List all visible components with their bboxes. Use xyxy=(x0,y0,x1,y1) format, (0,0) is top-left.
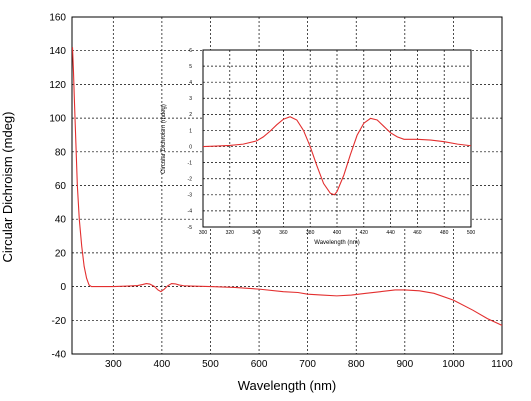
inset-y-tick-label: -4 xyxy=(188,209,193,215)
inset-y-tick-label: -5 xyxy=(188,225,193,231)
inset-y-tick-label: 4 xyxy=(189,80,192,86)
main-y-tick-label: 20 xyxy=(55,248,67,259)
main-x-tick-label: 1100 xyxy=(491,359,513,370)
main-y-tick-label: -20 xyxy=(52,316,67,327)
inset-x-tick-label: 300 xyxy=(199,230,208,236)
main-y-tick-label: -40 xyxy=(52,350,67,361)
main-x-tick-label: 800 xyxy=(348,359,365,370)
inset-x-tick-label: 340 xyxy=(252,230,261,236)
main-y-tick-label: 60 xyxy=(55,181,67,192)
inset-y-tick-label: 2 xyxy=(189,112,192,118)
main-y-tick-label: 80 xyxy=(55,147,67,158)
inset-y-tick-label: 6 xyxy=(189,48,192,54)
inset-x-tick-label: 480 xyxy=(440,230,449,236)
main-x-tick-label: 300 xyxy=(105,359,122,370)
inset-x-tick-label: 400 xyxy=(333,230,342,236)
inset-y-tick-label: -2 xyxy=(188,177,193,183)
inset-tick-labels: 300 320 340 360 380 400 420 440 460 480 500-5-4-3-… xyxy=(188,48,476,236)
inset-grid xyxy=(203,50,471,227)
inset-x-tick-label: 360 xyxy=(279,230,288,236)
inset-x-axis-title: Wavelength (nm) xyxy=(314,240,359,246)
inset-x-tick-label: 500 xyxy=(467,230,476,236)
main-y-tick-label: 140 xyxy=(49,46,66,57)
inset-series-line xyxy=(202,116,472,196)
inset-y-tick-label: 1 xyxy=(189,128,192,134)
main-x-tick-label: 1000 xyxy=(442,359,465,370)
inset-x-tick-label: 440 xyxy=(386,230,395,236)
main-x-tick-label: 500 xyxy=(202,359,219,370)
main-x-tick-label: 400 xyxy=(154,359,171,370)
inset-y-axis-title: Circular Dichroism (mdeg) xyxy=(161,104,167,174)
inset-y-tick-label: 0 xyxy=(189,144,192,150)
main-y-tick-label: 40 xyxy=(55,215,67,226)
inset-x-tick-label: 460 xyxy=(413,230,422,236)
main-y-axis-title: Circular Dichroism (mdeg) xyxy=(0,112,15,263)
main-x-tick-label: 600 xyxy=(251,359,268,370)
inset-x-tick-label: 380 xyxy=(306,230,315,236)
main-x-tick-label: 700 xyxy=(299,359,316,370)
inset-y-tick-label: 5 xyxy=(189,64,192,70)
main-y-tick-label: 120 xyxy=(49,80,66,91)
main-y-tick-label: 100 xyxy=(49,114,66,125)
main-y-tick-label: 160 xyxy=(49,13,66,24)
main-x-tick-label: 900 xyxy=(396,359,413,370)
inset-y-tick-label: -3 xyxy=(188,193,193,199)
inset-x-tick-label: 420 xyxy=(360,230,369,236)
inset-y-tick-label: 3 xyxy=(189,96,192,102)
main-series-line xyxy=(71,47,503,326)
main-tick-labels: 300 400 500 600 700 800 900 1000 1100-40-2002040… xyxy=(49,13,513,371)
inset-x-tick-label: 320 xyxy=(226,230,235,236)
inset-y-tick-label: -1 xyxy=(188,160,193,166)
main-y-tick-label: 0 xyxy=(60,282,66,293)
main-x-axis-title: Wavelength (nm) xyxy=(238,378,337,393)
